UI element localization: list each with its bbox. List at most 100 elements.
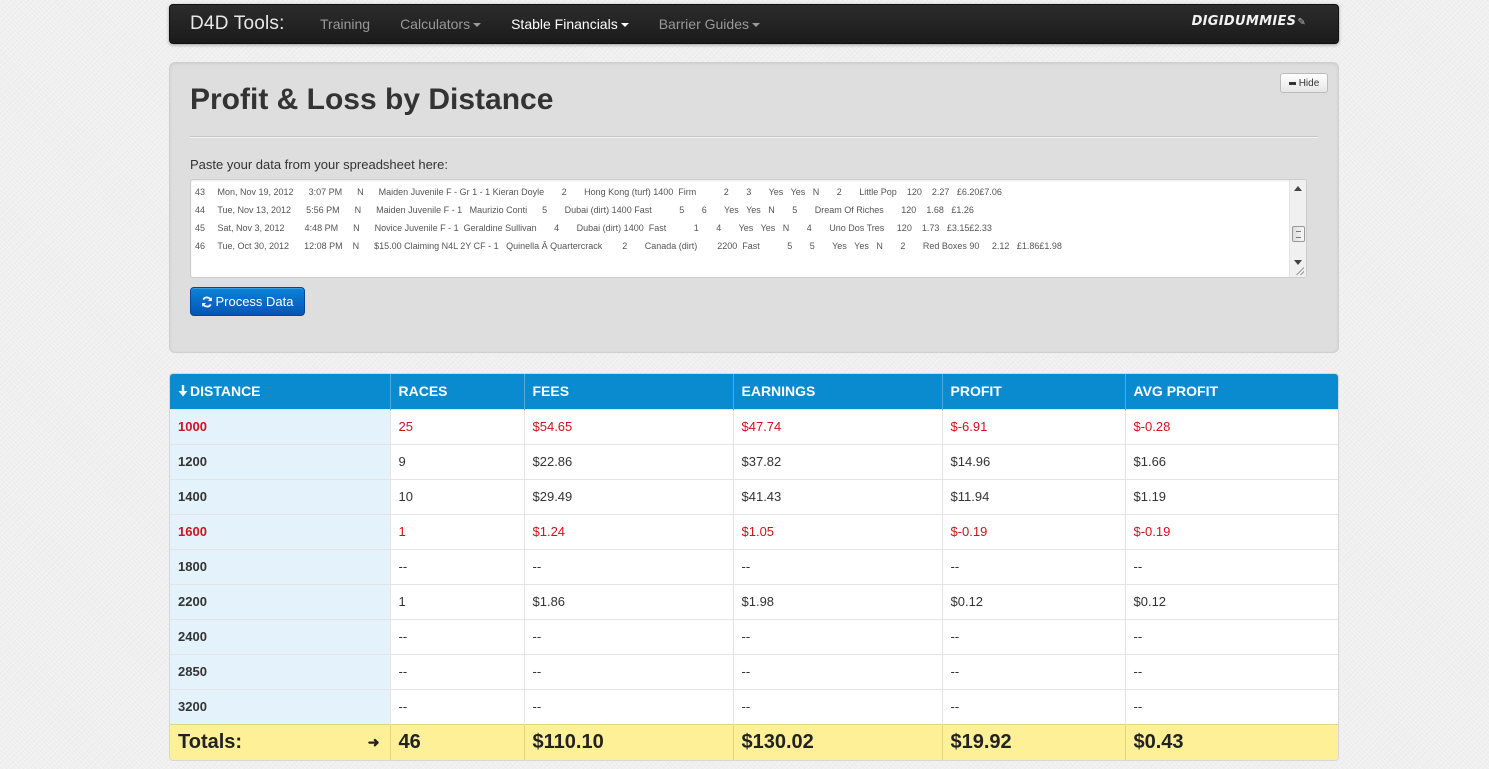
caret-down-icon — [620, 23, 629, 27]
scroll-down-icon[interactable] — [1294, 260, 1302, 265]
fees-cell: $29.49 — [524, 478, 734, 514]
earnings-cell: $1.05 — [733, 513, 943, 549]
textarea-scrollbar[interactable] — [1289, 180, 1306, 277]
caret-down-icon — [751, 23, 760, 27]
caret-down-icon — [473, 23, 482, 27]
table-row: 3200 -- -- -- -- -- — [170, 688, 1338, 724]
col-header-distance[interactable]: DISTANCE — [170, 374, 391, 409]
profit-cell: $0.12 — [942, 583, 1126, 619]
col-header-avg-profit[interactable]: AVG PROFIT — [1125, 374, 1338, 409]
fees-cell: -- — [524, 688, 734, 724]
table-row: 2200 1 $1.86 $1.98 $0.12 $0.12 — [170, 583, 1338, 619]
avg-profit-cell: $1.66 — [1125, 443, 1338, 479]
fees-cell: $22.86 — [524, 443, 734, 479]
earnings-cell: $47.74 — [733, 408, 943, 444]
nav-item-label: Calculators — [400, 16, 471, 32]
races-cell: -- — [390, 653, 525, 689]
avg-profit-cell: -- — [1125, 618, 1338, 654]
distance-cell: 3200 — [170, 688, 391, 724]
earnings-cell: -- — [733, 653, 943, 689]
earnings-cell: $1.98 — [733, 583, 943, 619]
table-header-row: DISTANCE RACES FEES EARNINGS PROFIT AVG … — [170, 374, 1338, 409]
scroll-thumb[interactable] — [1292, 226, 1305, 242]
distance-cell: 1200 — [170, 443, 391, 479]
paste-line: 44 Tue, Nov 13, 2012 5:56 PM N Maiden Ju… — [195, 205, 974, 215]
races-cell: -- — [390, 548, 525, 584]
fees-cell: -- — [524, 653, 734, 689]
races-cell: 10 — [390, 478, 525, 514]
races-cell: 1 — [390, 583, 525, 619]
logo-text: DIGIDUMMIES — [1191, 14, 1297, 29]
col-header-earnings[interactable]: EARNINGS — [733, 374, 943, 409]
distance-cell: 2200 — [170, 583, 391, 619]
earnings-cell: $41.43 — [733, 478, 943, 514]
paste-line: 45 Sat, Nov 3, 2012 4:48 PM N Novice Juv… — [195, 223, 992, 233]
table-row: 2850 -- -- -- -- -- — [170, 653, 1338, 689]
pl-table: DISTANCE RACES FEES EARNINGS PROFIT AVG … — [170, 374, 1338, 760]
table-row: 2400 -- -- -- -- -- — [170, 618, 1338, 654]
profit-cell: -- — [942, 653, 1126, 689]
col-header-profit[interactable]: PROFIT — [942, 374, 1126, 409]
paste-lines: 43 Mon, Nov 19, 2012 3:07 PM N Maiden Ju… — [195, 186, 1286, 258]
process-data-label: Process Data — [215, 294, 294, 309]
profit-cell: -- — [942, 688, 1126, 724]
arrow-right-icon: ➜ — [367, 733, 380, 750]
nav-item-training[interactable]: Training — [305, 4, 385, 44]
paste-label: Paste your data from your spreadsheet he… — [190, 157, 448, 172]
nav-item-calculators[interactable]: Calculators — [385, 4, 496, 44]
digidummies-logo[interactable]: DIGIDUMMIES✎ — [1192, 14, 1306, 29]
distance-cell: 2400 — [170, 618, 391, 654]
avg-profit-cell: -- — [1125, 653, 1338, 689]
table-row: 1200 9 $22.86 $37.82 $14.96 $1.66 — [170, 443, 1338, 479]
profit-cell: -- — [942, 548, 1126, 584]
total-earnings: $130.02 — [733, 723, 943, 760]
avg-profit-cell: $0.12 — [1125, 583, 1338, 619]
table-row: 1400 10 $29.49 $41.43 $11.94 $1.19 — [170, 478, 1338, 514]
fees-cell: $54.65 — [524, 408, 734, 444]
distance-cell: 2850 — [170, 653, 391, 689]
profit-cell: $11.94 — [942, 478, 1126, 514]
table-row: 1600 1 $1.24 $1.05 $-0.19 $-0.19 — [170, 513, 1338, 549]
races-cell: -- — [390, 688, 525, 724]
resize-grip-icon[interactable] — [1296, 267, 1304, 275]
fees-cell: -- — [524, 618, 734, 654]
fees-cell: -- — [524, 548, 734, 584]
distance-cell: 1000 — [170, 408, 391, 444]
col-header-fees[interactable]: FEES — [524, 374, 734, 409]
scroll-up-icon[interactable] — [1294, 186, 1302, 191]
input-panel: Hide Profit & Loss by Distance Paste you… — [169, 62, 1339, 353]
nav-item-stable-financials[interactable]: Stable Financials — [496, 4, 644, 44]
nav-item-label: Training — [320, 16, 371, 32]
avg-profit-cell: $1.19 — [1125, 478, 1338, 514]
nav-item-label: Stable Financials — [511, 16, 618, 32]
profit-cell: $-6.91 — [942, 408, 1126, 444]
profit-cell: $-0.19 — [942, 513, 1126, 549]
distance-cell: 1600 — [170, 513, 391, 549]
avg-profit-cell: $-0.19 — [1125, 513, 1338, 549]
total-profit: $19.92 — [942, 723, 1126, 760]
hide-button[interactable]: Hide — [1280, 73, 1328, 93]
nav-item-barrier-guides[interactable]: Barrier Guides — [644, 4, 775, 44]
total-fees: $110.10 — [524, 723, 734, 760]
races-cell: 25 — [390, 408, 525, 444]
paste-line: 46 Tue, Oct 30, 2012 12:08 PM N $15.00 C… — [195, 241, 1062, 251]
nav-item-label: Barrier Guides — [658, 16, 749, 32]
races-cell: 1 — [390, 513, 525, 549]
totals-label-cell: Totals: ➜ — [170, 723, 391, 760]
process-data-button[interactable]: Process Data — [190, 287, 305, 316]
fees-cell: $1.24 — [524, 513, 734, 549]
paste-line: 43 Mon, Nov 19, 2012 3:07 PM N Maiden Ju… — [195, 187, 1002, 197]
brand-title[interactable]: D4D Tools: — [190, 13, 285, 34]
distance-cell: 1800 — [170, 548, 391, 584]
divider — [190, 136, 1318, 138]
refresh-icon — [202, 296, 213, 307]
total-avg-profit: $0.43 — [1125, 723, 1338, 760]
totals-row: Totals: ➜ 46 $110.10 $130.02 $19.92 $0.4… — [170, 723, 1338, 760]
avg-profit-cell: -- — [1125, 548, 1338, 584]
profit-cell: $14.96 — [942, 443, 1126, 479]
totals-label: Totals: — [178, 730, 243, 753]
fees-cell: $1.86 — [524, 583, 734, 619]
table-row: 1800 -- -- -- -- -- — [170, 548, 1338, 584]
paste-data-textarea[interactable]: 43 Mon, Nov 19, 2012 3:07 PM N Maiden Ju… — [190, 179, 1307, 278]
col-header-races[interactable]: RACES — [390, 374, 525, 409]
